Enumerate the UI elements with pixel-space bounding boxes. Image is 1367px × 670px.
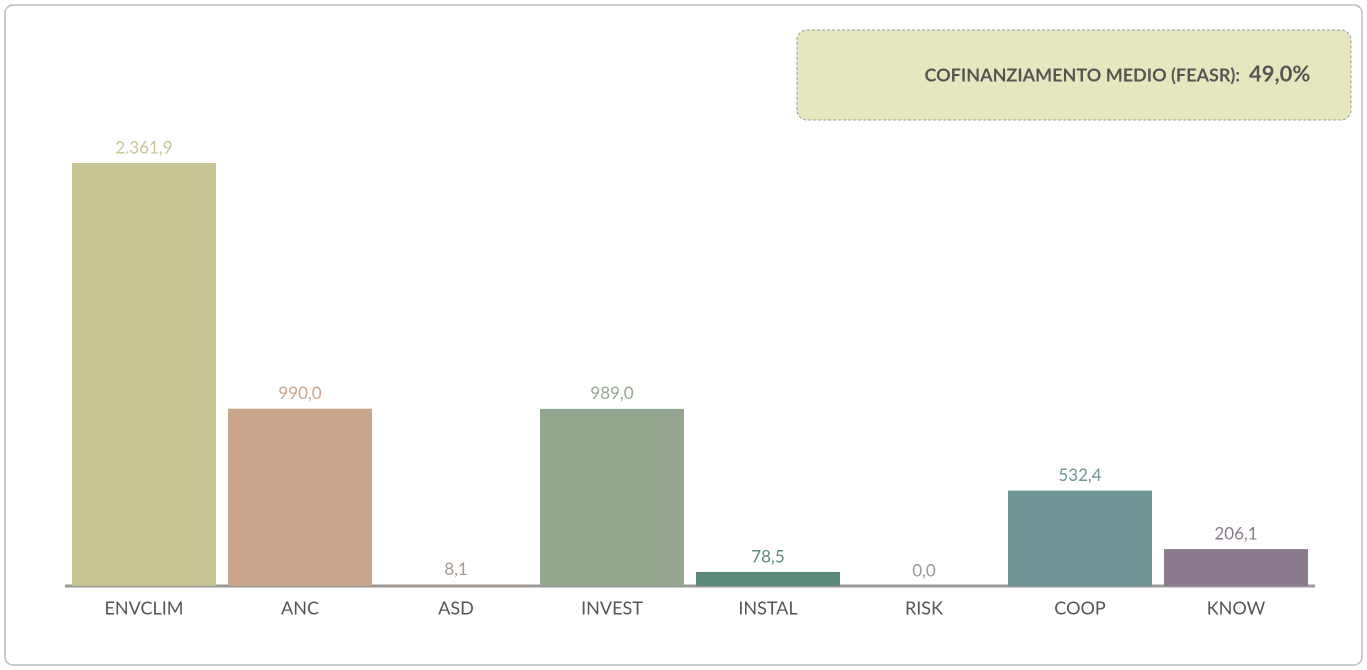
x-tick-label: KNOW <box>1207 597 1266 619</box>
bar <box>384 584 528 586</box>
x-tick-label: ANC <box>281 597 319 619</box>
x-tick-label: ASD <box>438 597 474 619</box>
value-label: 989,0 <box>590 382 633 403</box>
value-label: 990,0 <box>278 382 321 403</box>
value-label: 532,4 <box>1058 464 1101 485</box>
x-tick-label: INSTAL <box>738 597 797 619</box>
bar <box>1008 490 1152 586</box>
x-tick-label: INVEST <box>581 597 643 619</box>
value-label: 2.361,9 <box>115 136 172 157</box>
value-label: 78,5 <box>751 545 784 566</box>
annotation-box <box>796 29 1352 121</box>
bar <box>72 163 216 586</box>
value-label: 0,0 <box>912 559 936 580</box>
x-tick-label: RISK <box>905 597 943 619</box>
bar <box>228 408 372 586</box>
annotation-label: COFINANZIAMENTO MEDIO (FEASR): <box>925 64 1241 86</box>
annotation-value: 49,0% <box>1249 60 1310 87</box>
bar <box>1164 549 1308 586</box>
value-label: 8,1 <box>444 558 468 579</box>
value-label: 206,1 <box>1214 522 1257 543</box>
x-tick-label: COOP <box>1054 597 1106 619</box>
bar <box>696 571 840 586</box>
bar <box>540 408 684 586</box>
x-tick-label: ENVCLIM <box>105 597 184 619</box>
